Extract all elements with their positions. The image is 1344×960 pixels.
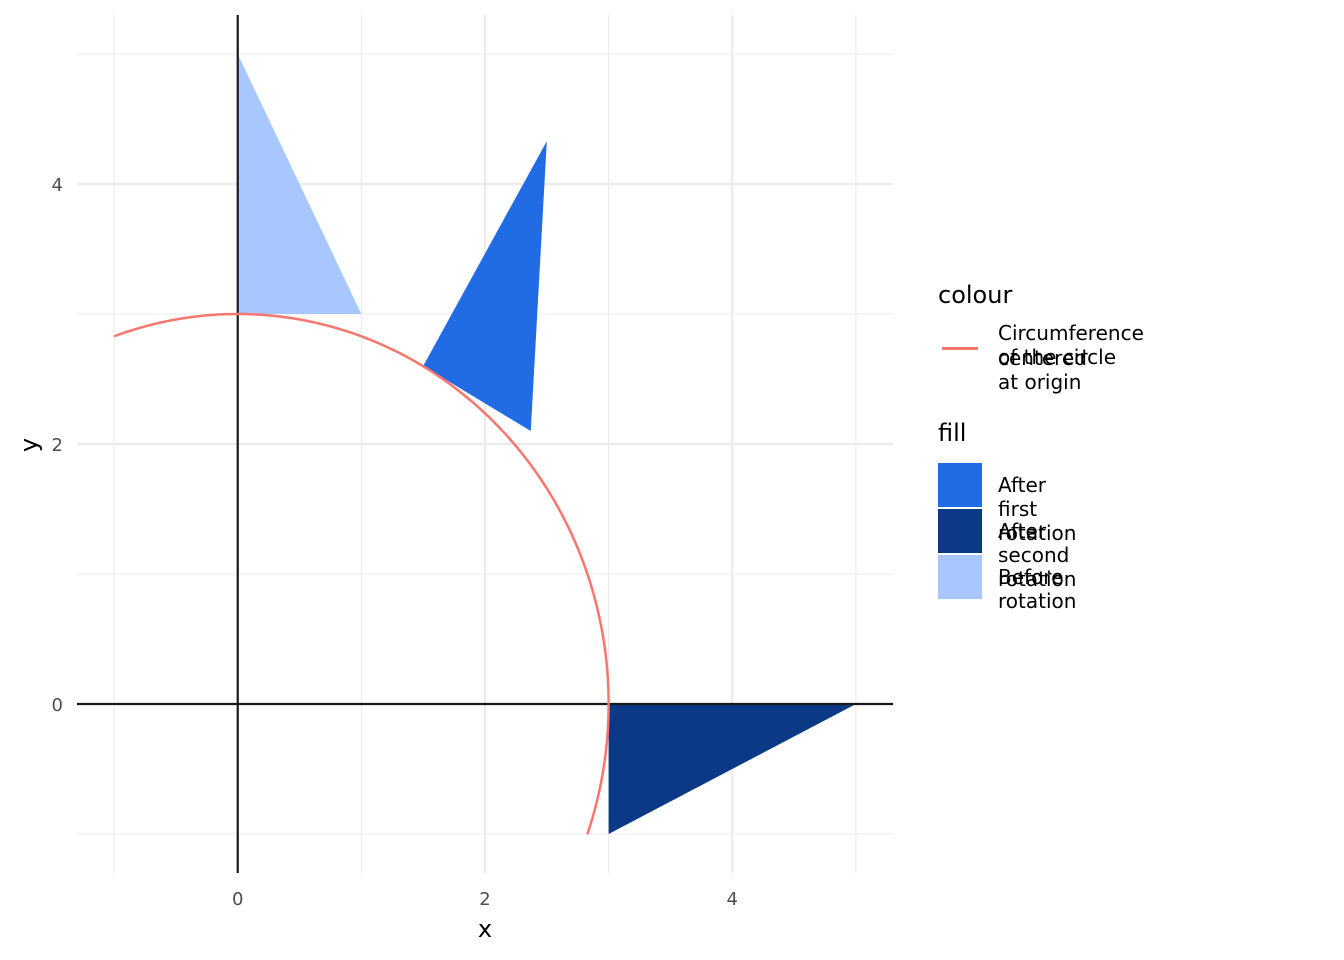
legend-fill-items: After first rotation After second rotati… <box>938 463 1076 613</box>
legend-label-second-rotation: After second rotation <box>998 519 1077 591</box>
legend-label-first-rotation: After first rotation <box>998 473 1077 545</box>
triangle-2 <box>608 704 856 834</box>
x-tick-label: 4 <box>727 889 738 910</box>
triangle-3 <box>237 54 362 314</box>
legend-swatch-before-rotation <box>938 555 982 599</box>
legend-item-second-rotation: After second rotation <box>938 509 1076 591</box>
legend-label-before-rotation: Before rotation <box>998 565 1077 613</box>
legend-fill-title: fill <box>938 419 967 447</box>
legend-colour-label-line-1: Circumference of the circle <box>998 321 1144 369</box>
legend-swatch-first-rotation <box>938 463 982 507</box>
x-tick-label: 2 <box>479 889 490 910</box>
y-tick-label: 2 <box>52 435 63 456</box>
y-tick-label: 4 <box>52 175 63 196</box>
legend-colour-title: colour <box>938 281 1013 309</box>
x-axis-title: x <box>478 915 492 943</box>
legend: colour Circumference of the circle cente… <box>938 281 1144 613</box>
tick-labels: 0 2 4 0 2 4 <box>52 175 738 910</box>
y-axis-title: y <box>15 438 43 452</box>
legend-swatch-second-rotation <box>938 509 982 553</box>
legend-item-first-rotation: After first rotation <box>938 463 1076 545</box>
legend-colour-item: Circumference of the circle centered at … <box>938 321 1144 394</box>
legend-item-before-rotation: Before rotation <box>938 555 1076 613</box>
triangles <box>237 54 856 834</box>
y-tick-label: 0 <box>52 695 63 716</box>
legend-line-key <box>942 347 978 350</box>
legend-colour-label-line-2: centered at origin <box>998 346 1087 394</box>
circle-arc-group <box>113 312 610 835</box>
circle-arc <box>113 312 610 835</box>
reference-axes <box>77 15 893 873</box>
x-tick-label: 0 <box>232 889 243 910</box>
triangle-1 <box>423 141 547 431</box>
